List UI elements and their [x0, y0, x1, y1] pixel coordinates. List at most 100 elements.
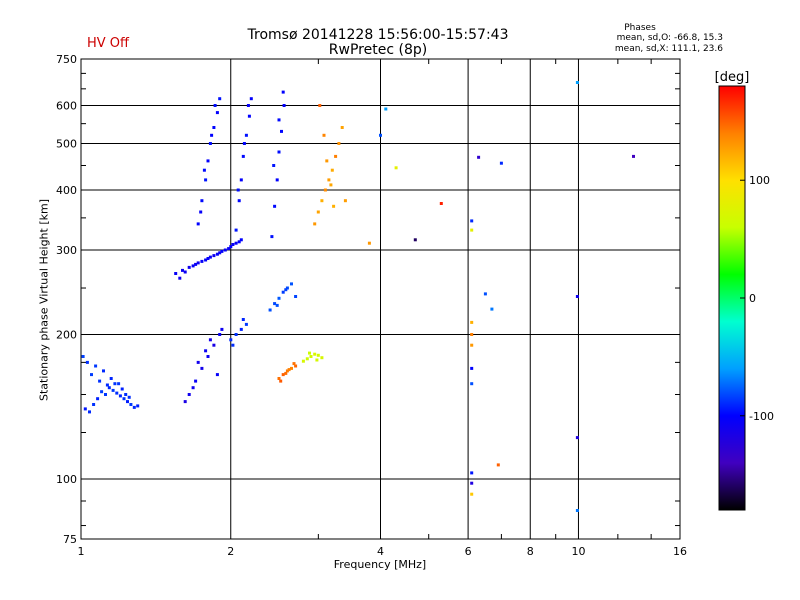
data-point: [127, 395, 131, 399]
data-point: [132, 405, 136, 409]
data-point: [215, 111, 219, 115]
data-point: [126, 400, 129, 404]
data-point: [287, 368, 291, 372]
data-point: [320, 199, 324, 203]
y-tick-label: 750: [56, 53, 77, 66]
data-point: [234, 333, 238, 336]
data-point: [90, 373, 93, 377]
data-point: [575, 436, 579, 440]
phases-mean-o: mean, sd,O: -66.8, 15.3: [616, 33, 723, 43]
data-point: [227, 247, 231, 251]
data-point: [470, 228, 474, 232]
data-point: [284, 288, 288, 292]
x-tick-label: 16: [673, 545, 687, 558]
data-point: [315, 358, 319, 362]
data-point: [196, 222, 200, 226]
data-point: [320, 356, 324, 360]
data-point: [111, 388, 115, 392]
y-tick-label: 500: [56, 138, 77, 151]
data-point: [122, 397, 126, 401]
data-point: [208, 255, 212, 259]
data-point: [323, 188, 327, 192]
phases-heading: Phases: [624, 23, 656, 33]
x-axis-label: Frequency [MHz]: [333, 558, 427, 571]
phases-mean-x: mean, sd,X: 111.1, 23.6: [614, 44, 723, 54]
colorbar-tick-label: 0: [749, 292, 756, 305]
y-tick-label: 300: [56, 244, 77, 257]
data-point: [470, 481, 474, 485]
data-point: [277, 296, 281, 300]
data-point: [439, 202, 443, 205]
data-point: [329, 183, 333, 187]
data-point: [88, 410, 91, 414]
data-point: [213, 104, 217, 107]
data-point: [327, 178, 331, 182]
data-point: [313, 352, 317, 356]
chart-subtitle: RwPretec (8p): [328, 42, 428, 58]
data-point: [309, 355, 313, 358]
data-point: [178, 276, 182, 280]
data-point: [277, 118, 281, 122]
data-point: [279, 379, 283, 383]
data-point: [575, 509, 579, 512]
data-point: [208, 338, 212, 342]
data-point: [284, 371, 288, 375]
data-point: [575, 295, 579, 298]
data-point: [394, 166, 398, 170]
data-point: [212, 343, 216, 347]
data-point: [313, 222, 317, 226]
data-point: [92, 403, 96, 406]
data-point: [316, 210, 320, 214]
data-point: [275, 303, 279, 307]
data-point: [470, 382, 474, 386]
data-point: [200, 366, 204, 370]
x-tick-label: 6: [465, 545, 472, 558]
data-point: [292, 362, 296, 366]
data-point: [220, 249, 224, 253]
chart-title: Tromsø 20141228 15:56:00-15:57:43: [247, 27, 509, 43]
data-point: [105, 383, 109, 387]
data-point: [239, 327, 243, 331]
data-point: [249, 97, 253, 101]
data-point: [200, 259, 204, 263]
data-point: [632, 154, 635, 158]
data-point: [239, 178, 243, 182]
data-point: [294, 364, 298, 368]
data-point: [281, 90, 285, 94]
data-point: [204, 349, 208, 353]
data-point: [220, 327, 224, 331]
data-point: [281, 290, 285, 294]
data-point: [104, 393, 107, 396]
data-point: [115, 391, 119, 395]
data-point: [196, 360, 200, 364]
x-tick-label: 4: [377, 545, 384, 558]
data-point: [183, 400, 187, 404]
data-point: [343, 199, 347, 203]
data-point: [204, 178, 208, 182]
data-point: [277, 150, 281, 154]
data-point: [83, 407, 87, 411]
data-point: [318, 104, 322, 107]
data-point: [231, 243, 235, 246]
y-tick-label: 400: [56, 184, 77, 197]
data-point: [290, 366, 293, 370]
data-point: [483, 292, 487, 296]
colorbar-tick-label: 100: [749, 174, 770, 187]
data-point: [98, 379, 102, 383]
data-point: [285, 286, 289, 290]
data-point: [218, 333, 222, 336]
data-point: [325, 159, 329, 163]
y-tick-label: 600: [56, 100, 77, 113]
data-point: [332, 204, 336, 208]
data-points: [81, 81, 635, 512]
data-point: [272, 164, 276, 167]
plot-frame: [80, 58, 681, 540]
data-point: [470, 333, 474, 336]
y-axis-label: Stationary phase Virtual Height [km]: [37, 198, 51, 402]
data-point: [206, 355, 210, 358]
data-point: [305, 357, 309, 361]
data-point: [575, 81, 579, 84]
grid-lines: [81, 59, 680, 539]
data-point: [196, 261, 200, 265]
